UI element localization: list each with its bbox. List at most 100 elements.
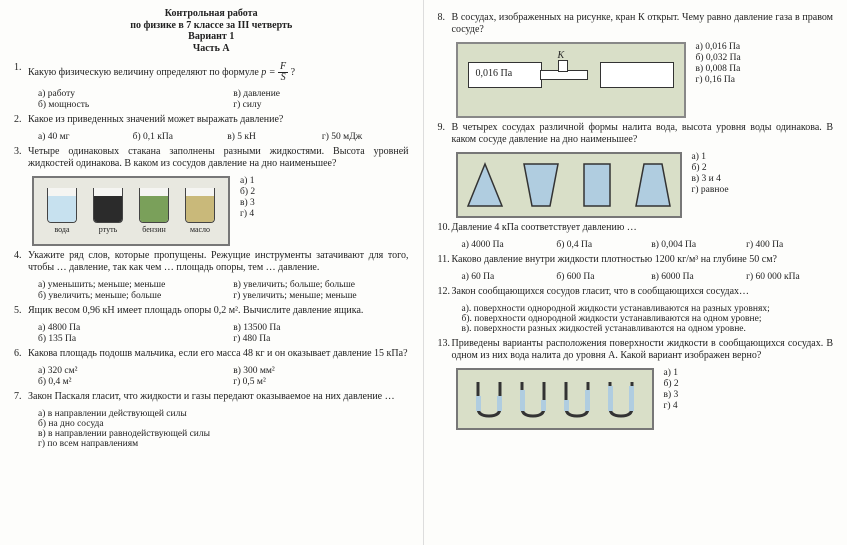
q9-opt-b: б) 2 [692, 163, 729, 173]
q10-options: а) 4000 Па б) 0,4 Па в) 0,004 Па г) 400 … [462, 240, 834, 250]
q2-text: Какое из приведенных значений может выра… [28, 114, 409, 126]
q5-options: а) 4800 Па в) 13500 Па б) 135 Па г) 480 … [38, 323, 409, 344]
q8-figure-row: К 0,016 Па а) 0,016 Па б) 0,032 Па в) 0,… [456, 42, 834, 118]
glass-4-label: масло [182, 225, 218, 234]
q5-number: 5. [14, 305, 28, 317]
q7-opt-a: а) в направлении действующей силы [38, 409, 409, 419]
header-line-4: Часть А [14, 43, 409, 55]
q1-text-b: ? [291, 67, 295, 78]
q1-text: Какую физическую величину определяют по … [28, 62, 409, 83]
q2-number: 2. [14, 114, 28, 126]
vessel-shape-4 [632, 160, 674, 210]
q13-text: Приведены варианты расположения поверхно… [452, 338, 834, 362]
q10-opt-a: а) 4000 Па [462, 240, 549, 250]
q9-options: а) 1 б) 2 в) 3 и 4 г) равное [692, 152, 729, 195]
valve-icon [558, 60, 568, 72]
question-7: 7. Закон Паскаля гласит, что жидкости и … [14, 391, 409, 403]
vessel-shape-1 [464, 160, 506, 210]
q12-opt-c: в). поверхности разных жидкостей устанав… [462, 324, 834, 334]
glass-2-label: ртуть [90, 225, 126, 234]
q8-options: а) 0,016 Па б) 0,032 Па в) 0,008 Па г) 0… [696, 42, 741, 85]
q5-opt-b: б) 135 Па [38, 334, 213, 344]
question-8: 8. В сосудах, изображенных на рисунке, к… [438, 12, 834, 36]
left-column: Контрольная работа по физике в 7 классе … [0, 0, 424, 545]
q3-opt-c: в) 3 [240, 198, 255, 208]
q10-opt-d: г) 400 Па [746, 240, 833, 250]
q5-text: Ящик весом 0,96 кН имеет площадь опоры 0… [28, 305, 409, 317]
q1-number: 1. [14, 62, 28, 83]
question-6: 6. Какова площадь подошв мальчика, если … [14, 348, 409, 360]
q9-opt-c: в) 3 и 4 [692, 174, 729, 184]
q10-text: Давление 4 кПа соответствует давлению … [452, 222, 834, 234]
q12-options: а). поверхности однородной жидкости уста… [462, 304, 834, 334]
q5-opt-c: в) 13500 Па [233, 323, 408, 333]
q7-options: а) в направлении действующей силы б) на … [38, 409, 409, 449]
q11-number: 11. [438, 254, 452, 266]
q8-opt-a: а) 0,016 Па [696, 42, 741, 52]
q9-opt-d: г) равное [692, 185, 729, 195]
q8-opt-b: б) 0,032 Па [696, 53, 741, 63]
left-vessel-label: 0,016 Па [476, 68, 513, 79]
q13-figure [456, 368, 654, 430]
header: Контрольная работа по физике в 7 классе … [14, 8, 409, 54]
right-vessel [600, 62, 674, 88]
q1-opt-b: б) мощность [38, 100, 213, 110]
q10-number: 10. [438, 222, 452, 234]
q8-opt-d: г) 0,16 Па [696, 75, 741, 85]
q13-number: 13. [438, 338, 452, 362]
q13-opt-b: б) 2 [664, 379, 679, 389]
q7-number: 7. [14, 391, 28, 403]
q4-opt-d: г) увеличить; меньше; меньше [233, 291, 408, 301]
q8-text: В сосудах, изображенных на рисунке, кран… [452, 12, 834, 36]
q3-options: а) 1 б) 2 в) 3 г) 4 [240, 176, 255, 219]
q9-opt-a: а) 1 [692, 152, 729, 162]
q4-options: а) уменьшить; меньше; меньше в) увеличит… [38, 280, 409, 301]
vessel-shape-3 [576, 160, 618, 210]
q2-opt-d: г) 50 мДж [322, 132, 409, 142]
header-line-2: по физике в 7 классе за III четверть [14, 20, 409, 32]
q12-text: Закон сообщающихся сосудов гласит, что в… [452, 286, 834, 298]
q3-figure: вода ртуть бензин масло [32, 176, 230, 246]
question-2: 2. Какое из приведенных значений может в… [14, 114, 409, 126]
q6-opt-c: в) 300 мм² [233, 366, 408, 376]
q9-number: 9. [438, 122, 452, 146]
glass-4: масло [182, 188, 218, 234]
q2-opt-c: в) 5 кН [227, 132, 314, 142]
glass-2: ртуть [90, 188, 126, 234]
q1-formula: p = FS [261, 67, 288, 78]
question-11: 11. Каково давление внутри жидкости плот… [438, 254, 834, 266]
q11-text: Каково давление внутри жидкости плотност… [452, 254, 834, 266]
q1-opt-c: в) давление [233, 89, 408, 99]
q13-opt-a: а) 1 [664, 368, 679, 378]
q6-text: Какова площадь подошв мальчика, если его… [28, 348, 409, 360]
q7-opt-d: г) по всем направлениям [38, 439, 409, 449]
q3-figure-row: вода ртуть бензин масло а) 1 б) 2 в) 3 г… [32, 176, 409, 246]
q2-opt-a: а) 40 мг [38, 132, 125, 142]
q4-opt-b: б) увеличить; меньше; больше [38, 291, 213, 301]
q4-number: 4. [14, 250, 28, 274]
q3-glasses: вода ртуть бензин масло [40, 184, 222, 238]
q6-opt-d: г) 0,5 м² [233, 377, 408, 387]
q13-u-tubes [472, 378, 638, 420]
q10-opt-b: б) 0,4 Па [556, 240, 643, 250]
glass-1: вода [44, 188, 80, 234]
q12-opt-b: б). поверхности однородной жидкости уста… [462, 314, 834, 324]
q7-text: Закон Паскаля гласит, что жидкости и газ… [28, 391, 409, 403]
q1-options: а) работу в) давление б) мощность г) сил… [38, 89, 409, 110]
header-line-1: Контрольная работа [14, 8, 409, 20]
q3-opt-d: г) 4 [240, 209, 255, 219]
q4-opt-a: а) уменьшить; меньше; меньше [38, 280, 213, 290]
question-3: 3. Четыре одинаковых стакана заполнены р… [14, 146, 409, 170]
question-13: 13. Приведены варианты расположения пове… [438, 338, 834, 362]
q3-text: Четыре одинаковых стакана заполнены разн… [28, 146, 409, 170]
q1-opt-a: а) работу [38, 89, 213, 99]
q4-opt-c: в) увеличить; больше; больше [233, 280, 408, 290]
q6-number: 6. [14, 348, 28, 360]
q9-figure [456, 152, 682, 218]
q4-text: Укажите ряд слов, которые пропущены. Реж… [28, 250, 409, 274]
u-tube-1 [472, 378, 506, 420]
q5-opt-a: а) 4800 Па [38, 323, 213, 333]
q11-opt-d: г) 60 000 кПа [746, 272, 833, 282]
question-12: 12. Закон сообщающихся сосудов гласит, ч… [438, 286, 834, 298]
u-tube-2 [516, 378, 550, 420]
